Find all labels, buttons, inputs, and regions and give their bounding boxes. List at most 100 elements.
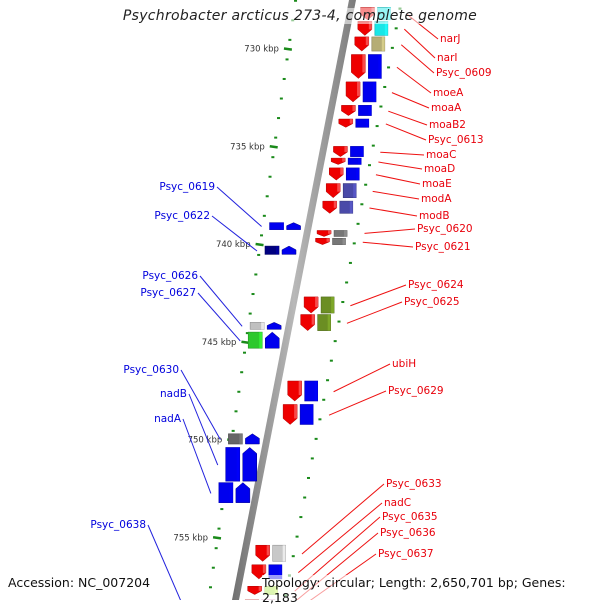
gene-label-psyc_0626[interactable]: Psyc_0626 [142,270,198,282]
reverse-gene-arrow[interactable] [282,246,296,254]
minor-tick [357,223,360,225]
reverse-gene-arrow[interactable] [245,434,259,444]
gene-label-psyc_0630[interactable]: Psyc_0630 [123,364,179,376]
major-tick [270,145,278,149]
arrow-highlight [342,158,345,161]
gene-label-nadb[interactable]: nadB [160,388,187,400]
reverse-gene-arrow[interactable] [265,332,279,348]
major-tick [255,243,263,247]
gene-label-nada[interactable]: nadA [154,413,182,425]
arrow-highlight [315,297,318,307]
minor-tick [288,39,291,41]
minor-tick [220,508,223,510]
minor-tick [269,176,272,178]
gene-label-psyc_0637[interactable]: Psyc_0637 [378,548,434,560]
leader-line [397,67,431,93]
minor-tick [280,98,283,100]
gene-label-psyc_0613[interactable]: Psyc_0613 [428,134,484,146]
minor-tick [260,234,263,236]
minor-tick [353,242,356,244]
minor-tick [322,399,325,401]
gene-label-psyc_0619[interactable]: Psyc_0619 [159,181,215,193]
box-highlight [261,322,264,329]
box-highlight [382,37,385,51]
gene-label-psyc_0621[interactable]: Psyc_0621 [415,241,471,253]
minor-tick [240,371,243,373]
gene-label-moda[interactable]: modA [421,193,452,205]
box-highlight [344,230,347,236]
gene-label-psyc_0625[interactable]: Psyc_0625 [404,296,460,308]
minor-tick [274,137,277,139]
gene-label-psyc_0620[interactable]: Psyc_0620 [417,223,473,235]
minor-tick [243,352,246,354]
gene-label-narj[interactable]: narJ [440,33,461,45]
tick-label: 735 kbp [230,142,265,152]
leader-line [183,419,211,493]
box-highlight [350,201,353,213]
gene-label-psyc_0609[interactable]: Psyc_0609 [436,67,492,79]
arrow-highlight [328,230,331,233]
gene-label-psyc_0627[interactable]: Psyc_0627 [140,287,196,299]
leader-line [298,503,382,573]
box-highlight [239,434,242,444]
leader-line [369,208,417,216]
gene-label-psyc_0629[interactable]: Psyc_0629 [388,385,444,397]
box-highlight [353,184,356,198]
arrow-highlight [263,565,266,573]
reverse-gene-arrow[interactable] [243,447,257,481]
gene-label-moae[interactable]: moaE [422,178,452,190]
leader-line [378,162,422,169]
minor-tick [215,547,218,549]
arrow-highlight [366,37,369,45]
gene-label-psyc_0635[interactable]: Psyc_0635 [382,511,438,523]
leader-line [363,242,413,247]
leader-line [217,187,262,227]
gene-label-psyc_0638[interactable]: Psyc_0638 [90,519,146,531]
leader-line [364,229,415,233]
minor-tick [212,567,215,569]
gene-label-moac[interactable]: moaC [426,149,456,161]
box-highlight [343,238,346,244]
minor-tick [252,293,255,295]
gene-label-moad[interactable]: moaD [424,163,455,175]
minor-tick [296,536,299,538]
gene-label-psyc_0633[interactable]: Psyc_0633 [386,478,442,490]
gene-label-modb[interactable]: modB [419,210,450,222]
arrow-highlight [299,381,302,395]
reverse-gene-arrow[interactable] [236,483,250,503]
tick-label: 730 kbp [244,45,279,55]
reverse-gene-arrow[interactable] [267,322,281,329]
gene-label-nari[interactable]: narI [437,52,458,64]
arrow-highlight [327,238,330,241]
minor-tick [254,273,257,275]
major-tick [213,536,221,540]
gene-label-psyc_0622[interactable]: Psyc_0622 [154,210,210,222]
gene-label-moaa[interactable]: moaA [431,102,462,114]
leader-line [376,175,420,184]
gene-label-ubih[interactable]: ubiH [392,358,416,370]
gene-label-moab2[interactable]: moaB2 [429,119,466,131]
minor-tick [277,117,280,119]
arrow-highlight [357,82,360,96]
gene-label-psyc_0636[interactable]: Psyc_0636 [380,527,436,539]
minor-tick [271,156,274,158]
minor-tick [368,164,371,166]
box-highlight [315,381,318,401]
leader-line [347,302,402,323]
minor-tick [217,528,220,530]
box-highlight [373,82,376,102]
minor-tick [303,497,306,499]
minor-tick [299,516,302,518]
reverse-gene-arrow[interactable] [287,223,301,230]
minor-tick [307,477,310,479]
arrow-highlight [337,184,340,192]
gene-label-psyc_0624[interactable]: Psyc_0624 [408,279,464,291]
box-highlight [237,447,240,481]
arrow-highlight [362,55,365,73]
minor-tick [266,195,269,197]
minor-tick [379,106,382,108]
gene-label-moea[interactable]: moeA [433,87,464,99]
arrow-highlight [340,168,343,175]
gene-label-nadc[interactable]: nadC [384,497,411,509]
